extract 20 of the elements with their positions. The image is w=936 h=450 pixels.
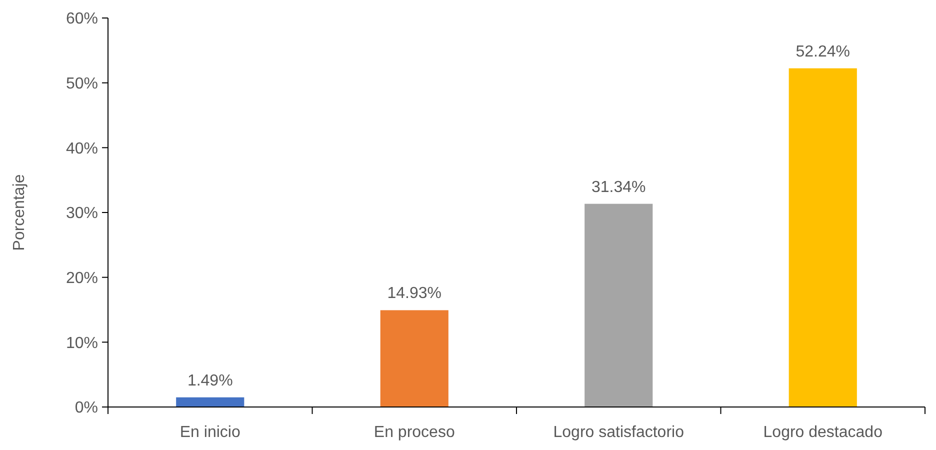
data-label: 52.24% (796, 43, 850, 60)
y-tick-label: 60% (66, 10, 98, 28)
y-tick-label: 10% (66, 334, 98, 352)
y-tick-label: 30% (66, 205, 98, 222)
y-tick-label: 0% (74, 400, 98, 417)
bar (380, 310, 448, 407)
data-label: 14.93% (387, 285, 442, 302)
x-tick-label: Logro satisfactorio (553, 424, 684, 441)
y-axis-title: Porcentaje (11, 174, 28, 251)
y-tick-label: 40% (66, 140, 98, 158)
bar (584, 204, 653, 407)
x-tick-label: En proceso (374, 424, 455, 441)
data-label: 31.34% (591, 178, 646, 196)
x-tick-label: Logro destacado (763, 424, 883, 441)
x-tick-label: En inicio (180, 424, 240, 441)
bar (788, 68, 857, 407)
bar (176, 397, 244, 407)
data-label: 1.49% (187, 372, 233, 390)
y-tick-label: 50% (66, 75, 98, 92)
y-tick-label: 20% (66, 270, 98, 287)
